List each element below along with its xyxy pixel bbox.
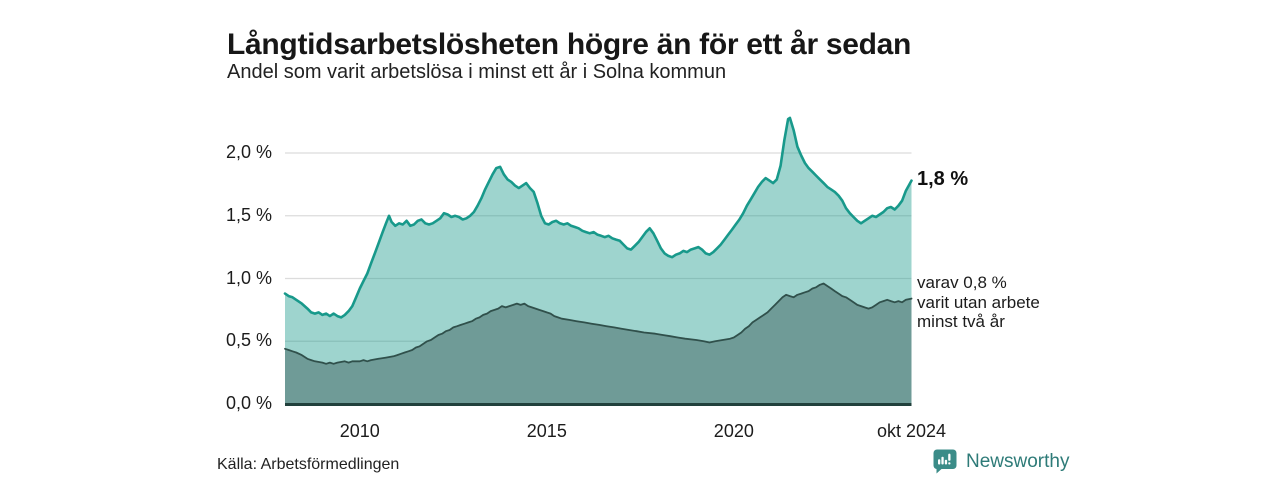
line-series-2 bbox=[284, 282, 913, 365]
series-2-annotation: varav 0,8 % varit utan arbete minst två … bbox=[917, 273, 1040, 332]
x-tick-label: 2020 bbox=[713, 421, 754, 441]
line-series-1 bbox=[283, 116, 913, 319]
area-series-2 bbox=[285, 283, 912, 404]
annotation-line: varit utan arbete bbox=[917, 292, 1040, 312]
x-tick-label: 2015 bbox=[526, 421, 567, 441]
source-caption: Källa: Arbetsförmedlingen bbox=[217, 456, 400, 473]
x-tick-label: 2010 bbox=[339, 421, 380, 441]
newsworthy-icon bbox=[933, 449, 957, 474]
page-title: Långtidsarbetslösheten högre än för ett … bbox=[227, 28, 912, 62]
y-tick-label: 2,0 % bbox=[225, 142, 272, 162]
y-tick-label: 0,5 % bbox=[225, 330, 272, 351]
newsworthy-logo[interactable]: Newsworthy bbox=[932, 448, 1069, 475]
x-tick-label: okt 2024 bbox=[876, 421, 947, 441]
annotation-line: minst två år bbox=[917, 312, 1005, 331]
newsworthy-wordmark: Newsworthy bbox=[966, 450, 1070, 472]
annotation-line: varav 0,8 % bbox=[917, 273, 1007, 292]
y-tick-label: 1,5 % bbox=[225, 204, 272, 225]
page-subtitle: Andel som varit arbetslösa i minst ett å… bbox=[227, 61, 727, 83]
series-end-value-label: 1,8 % bbox=[917, 168, 969, 190]
y-tick-label: 0,0 % bbox=[225, 393, 272, 413]
y-tick-label: 1,0 % bbox=[225, 267, 272, 288]
